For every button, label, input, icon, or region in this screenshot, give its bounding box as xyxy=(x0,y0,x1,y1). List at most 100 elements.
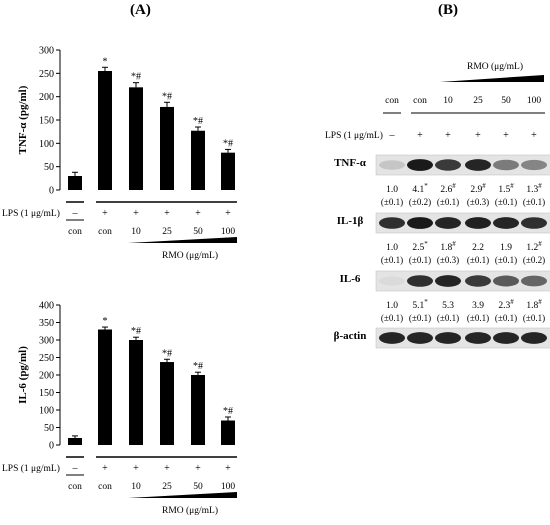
il6-y-tick-label: 150 xyxy=(39,388,54,399)
blot-significance-mark: # xyxy=(538,298,542,306)
il6-bar xyxy=(191,375,205,445)
blot-fold-value: 2.9# xyxy=(470,182,486,195)
blot-fold-value: 1.3# xyxy=(526,182,542,195)
blot-group-label: 10 xyxy=(443,96,453,106)
blot-lps-sign: + xyxy=(445,130,451,141)
blot-band xyxy=(521,159,547,171)
il6-rmo-label: RMO (μg/mL) xyxy=(162,505,218,516)
il6-y-tick-label: 100 xyxy=(39,406,54,417)
blot-band xyxy=(465,159,491,171)
blot-sd-value: (±0.1) xyxy=(409,313,431,323)
blot-band xyxy=(407,217,433,229)
il6-lps-sign: + xyxy=(102,463,108,474)
il6-group-label: 25 xyxy=(162,482,172,492)
blot-fold-value: 1.2# xyxy=(526,240,542,253)
il6-y-tick-label: 350 xyxy=(39,318,54,329)
il6-significance-mark: *# xyxy=(223,406,233,417)
tnf-rmo-label: RMO (μg/mL) xyxy=(162,250,218,261)
tnf-y-tick-label: 50 xyxy=(44,162,54,173)
tnf-lps-label: LPS (1 μg/mL) xyxy=(2,208,60,219)
blot-rmo-wedge xyxy=(440,75,544,82)
blot-significance-mark: # xyxy=(510,182,514,190)
blot-significance-mark: # xyxy=(482,182,486,190)
blot-fold-value: 5.1* xyxy=(412,298,428,311)
blot-group-label: 25 xyxy=(473,96,483,106)
il6-lps-sign: + xyxy=(195,463,201,474)
blot-band xyxy=(379,276,405,286)
blot-band xyxy=(493,332,519,344)
tnf-bar xyxy=(160,106,174,190)
blot-band xyxy=(465,275,491,287)
tnf-significance-mark: * xyxy=(103,56,108,67)
blot-lps-sign: + xyxy=(475,130,481,141)
blot-fold-value: 2.2 xyxy=(472,243,484,253)
tnf-lps-sign: + xyxy=(164,208,170,219)
blot-sd-value: (±0.1) xyxy=(523,197,545,207)
blot-sd-value: (±0.1) xyxy=(381,255,403,265)
blot-sd-value: (±0.1) xyxy=(523,313,545,323)
il6-significance-mark: *# xyxy=(131,326,141,337)
tnf-bar xyxy=(191,130,205,190)
tnf-group-label: 25 xyxy=(162,227,172,237)
il6-group-label: 100 xyxy=(221,482,236,492)
blot-fold-value: 3.9 xyxy=(472,301,484,311)
tnf-group-label: con xyxy=(68,227,82,237)
blot-significance-mark: * xyxy=(424,182,428,190)
il6-significance-mark: *# xyxy=(193,361,203,372)
blot-sd-value: (±0.3) xyxy=(467,197,489,207)
il6-group-label: 10 xyxy=(131,482,141,492)
blot-group-label: con xyxy=(413,96,427,106)
tnf-lps-sign: + xyxy=(102,208,108,219)
blot-group-label: 50 xyxy=(501,96,511,106)
blot-band xyxy=(379,160,405,170)
blot-significance-mark: * xyxy=(424,240,428,248)
blot-band-name: IL-6 xyxy=(340,273,361,285)
il6-lps-sign: + xyxy=(133,463,139,474)
blot-fold-value: 2.3# xyxy=(498,298,514,311)
tnf-lps-sign: + xyxy=(225,208,231,219)
blot-lps-sign: + xyxy=(417,130,423,141)
blot-fold-value: 1.8# xyxy=(440,240,456,253)
tnf-group-label: 100 xyxy=(221,227,236,237)
blot-sd-value: (±0.1) xyxy=(467,313,489,323)
blot-sd-value: (±0.2) xyxy=(409,197,431,207)
blot-lps-sign: + xyxy=(531,130,537,141)
il6-y-tick-label: 400 xyxy=(39,301,54,312)
tnf-lps-sign: + xyxy=(195,208,201,219)
blot-lps-sign: + xyxy=(503,130,509,141)
panel-b-label: (B) xyxy=(438,2,458,18)
blot-sd-value: (±0.1) xyxy=(495,197,517,207)
blot-band xyxy=(521,275,547,287)
blot-sd-value: (±0.1) xyxy=(381,313,403,323)
blot-fold-value: 1.0 xyxy=(386,185,398,195)
blot-band xyxy=(435,217,461,229)
tnf-y-tick-label: 100 xyxy=(39,139,54,150)
il6-lps-sign: + xyxy=(164,463,170,474)
blot-band xyxy=(493,217,519,229)
tnf-significance-mark: *# xyxy=(162,91,172,102)
blot-sd-value: (±0.1) xyxy=(381,197,403,207)
blot-band xyxy=(493,159,519,171)
blot-fold-value: 1.0 xyxy=(386,301,398,311)
il-6-bar-chart: 0 50 100 150 200 250 300 350 400 IL-6 (pg/ml) * *# *… xyxy=(2,301,237,516)
blot-group-label: con xyxy=(385,96,399,106)
il6-group-label: con xyxy=(98,482,112,492)
il6-bar xyxy=(98,329,112,445)
il6-lps-label: LPS (1 μg/mL) xyxy=(2,463,60,474)
tnf-bar xyxy=(68,176,82,190)
blot-fold-value: 1.8# xyxy=(526,298,542,311)
il6-y-axis-label: IL-6 (pg/ml) xyxy=(17,346,29,404)
blot-band xyxy=(465,217,491,229)
tnf-y-tick-label: 0 xyxy=(49,186,54,197)
blot-sd-value: (±0.1) xyxy=(495,313,517,323)
blot-band xyxy=(521,217,547,229)
blot-rmo-label: RMO (μg/mL) xyxy=(467,61,523,72)
il6-lps-sign: + xyxy=(225,463,231,474)
tnf-lps-sign: – xyxy=(72,208,79,219)
tnf-bar xyxy=(98,71,112,190)
blot-band xyxy=(379,332,405,344)
blot-lps-sign: – xyxy=(389,130,396,141)
blot-band xyxy=(435,275,461,287)
il6-significance-mark: * xyxy=(103,316,108,327)
blot-band xyxy=(521,332,547,344)
